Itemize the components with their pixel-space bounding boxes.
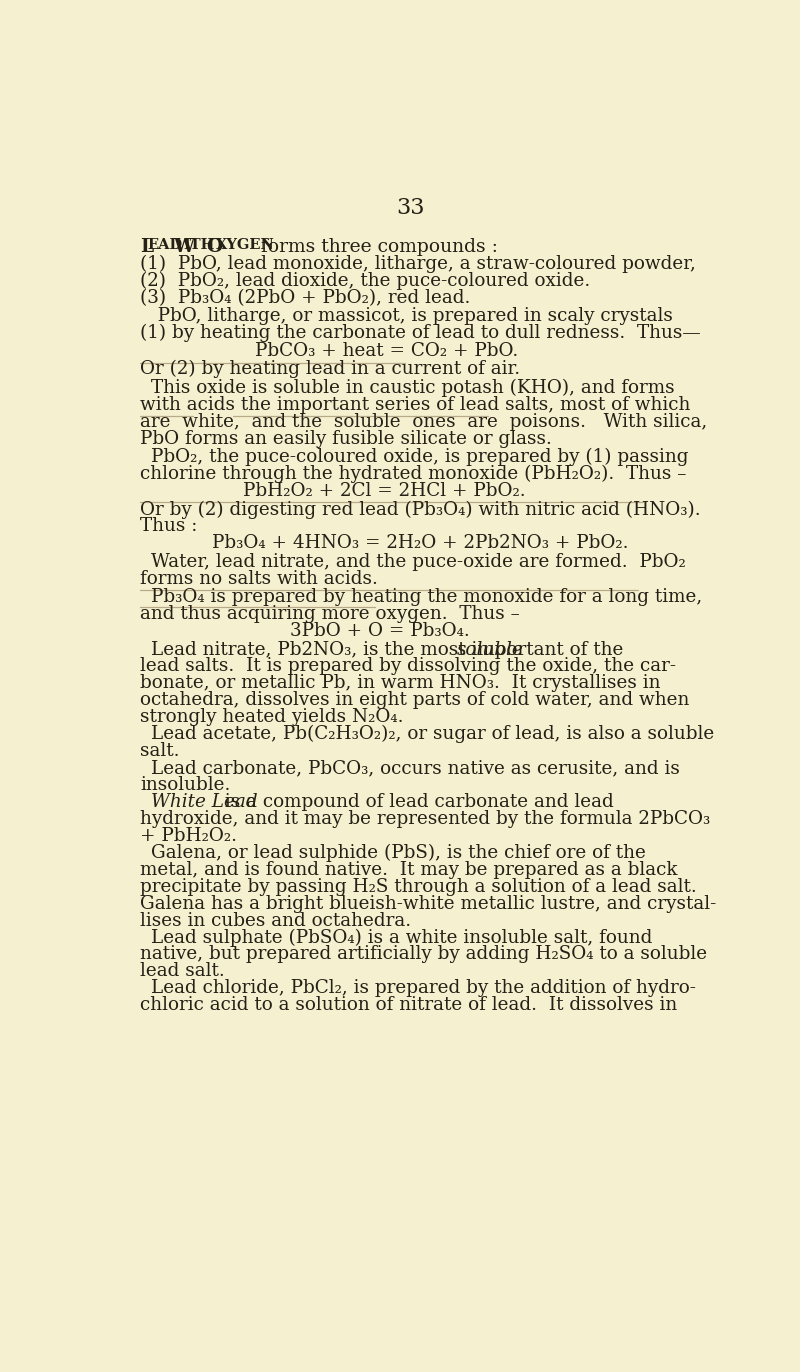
Text: precipitate by passing H₂S through a solution of a lead salt.: precipitate by passing H₂S through a sol… [140,878,697,896]
Text: EAD: EAD [147,237,182,252]
Text: This oxide is soluble in caustic potash (KHO), and forms: This oxide is soluble in caustic potash … [151,379,674,397]
Text: lead salts.  It is prepared by dissolving the oxide, the car-: lead salts. It is prepared by dissolving… [140,657,676,675]
Text: PbO forms an easily fusible silicate or glass.: PbO forms an easily fusible silicate or … [140,429,552,447]
Text: Lead acetate, Pb(C₂H₃O₂)₂, or sugar of lead, is also a soluble: Lead acetate, Pb(C₂H₃O₂)₂, or sugar of l… [151,726,714,744]
Text: chlorine through the hydrated monoxide (PbH₂O₂).  Thus –: chlorine through the hydrated monoxide (… [140,465,686,483]
Text: forms three compounds :: forms three compounds : [255,237,498,255]
Text: PbO, litharge, or massicot, is prepared in scaly crystals: PbO, litharge, or massicot, is prepared … [140,307,673,325]
Text: Or (2) by heating lead in a current of air.: Or (2) by heating lead in a current of a… [140,361,521,379]
Text: (2)  PbO₂, lead dioxide, the puce-coloured oxide.: (2) PbO₂, lead dioxide, the puce-coloure… [140,272,590,289]
Text: 3PbO + O = Pb₃O₄.: 3PbO + O = Pb₃O₄. [290,622,470,639]
Text: W: W [173,237,194,255]
Text: Thus :: Thus : [140,517,198,535]
Text: and thus acquiring more oxygen.  Thus –: and thus acquiring more oxygen. Thus – [140,605,520,623]
Text: Water, lead nitrate, and the puce-oxide are formed.  PbO₂: Water, lead nitrate, and the puce-oxide … [151,553,686,571]
Text: XYGEN: XYGEN [215,237,274,252]
Text: + PbH₂O₂.: + PbH₂O₂. [140,827,238,845]
Text: White Lead: White Lead [151,793,258,811]
Text: are  white,  and the  soluble  ones  are  poisons.   With silica,: are white, and the soluble ones are pois… [140,413,707,431]
Text: bonate, or metallic Pb, in warm HNO₃.  It crystallises in: bonate, or metallic Pb, in warm HNO₃. It… [140,675,661,693]
Text: Lead nitrate, Pb2NO₃, is the most important of the: Lead nitrate, Pb2NO₃, is the most import… [151,641,630,659]
Text: (1)  PbO, lead monoxide, litharge, a straw-coloured powder,: (1) PbO, lead monoxide, litharge, a stra… [140,255,696,273]
Text: forms no salts with acids.: forms no salts with acids. [140,569,378,587]
Text: strongly heated yields N₂O₄.: strongly heated yields N₂O₄. [140,708,404,726]
Text: chloric acid to a solution of nitrate of lead.  It dissolves in: chloric acid to a solution of nitrate of… [140,996,678,1014]
Text: L: L [140,237,154,255]
Text: lead salt.: lead salt. [140,962,225,981]
Text: ITH: ITH [183,237,214,252]
Text: Pb₃O₄ + 4HNO₃ = 2H₂O + 2Pb2NO₃ + PbO₂.: Pb₃O₄ + 4HNO₃ = 2H₂O + 2Pb2NO₃ + PbO₂. [212,534,629,553]
Text: Lead sulphate (PbSO₄) is a white insoluble salt, found: Lead sulphate (PbSO₄) is a white insolub… [151,929,653,947]
Text: Lead chloride, PbCl₂, is prepared by the addition of hydro-: Lead chloride, PbCl₂, is prepared by the… [151,980,696,997]
Text: Or by (2) digesting red lead (Pb₃O₄) with nitric acid (HNO₃).: Or by (2) digesting red lead (Pb₃O₄) wit… [140,501,701,519]
Text: octahedra, dissolves in eight parts of cold water, and when: octahedra, dissolves in eight parts of c… [140,691,690,709]
Text: soluble: soluble [458,641,524,659]
Text: Lead carbonate, PbCO₃, occurs native as cerusite, and is: Lead carbonate, PbCO₃, occurs native as … [151,759,680,777]
Text: O: O [206,237,222,255]
Text: lises in cubes and octahedra.: lises in cubes and octahedra. [140,911,411,930]
Text: with acids the important series of lead salts, most of which: with acids the important series of lead … [140,395,690,413]
Text: 33: 33 [396,198,424,220]
Text: (3)  Pb₃O₄ (2PbO + PbO₂), red lead.: (3) Pb₃O₄ (2PbO + PbO₂), red lead. [140,288,470,306]
Text: hydroxide, and it may be represented by the formula 2PbCO₃: hydroxide, and it may be represented by … [140,809,710,827]
Text: metal, and is found native.  It may be prepared as a black: metal, and is found native. It may be pr… [140,860,678,878]
Text: PbO₂, the puce-coloured oxide, is prepared by (1) passing: PbO₂, the puce-coloured oxide, is prepar… [151,449,689,466]
Text: Galena has a bright blueish-white metallic lustre, and crystal-: Galena has a bright blueish-white metall… [140,895,717,912]
Text: (1) by heating the carbonate of lead to dull redness.  Thus—: (1) by heating the carbonate of lead to … [140,324,701,342]
Text: salt.: salt. [140,742,180,760]
Text: is a compound of lead carbonate and lead: is a compound of lead carbonate and lead [219,793,614,811]
Text: PbCO₃ + heat = CO₂ + PbO.: PbCO₃ + heat = CO₂ + PbO. [255,342,518,359]
Text: Pb₃O₄ is prepared by heating the monoxide for a long time,: Pb₃O₄ is prepared by heating the monoxid… [151,589,702,606]
Text: Galena, or lead sulphide (PbS), is the chief ore of the: Galena, or lead sulphide (PbS), is the c… [151,844,646,862]
Text: native, but prepared artificially by adding H₂SO₄ to a soluble: native, but prepared artificially by add… [140,945,707,963]
Text: insoluble.: insoluble. [140,777,230,794]
Text: PbH₂O₂ + 2Cl = 2HCl + PbO₂.: PbH₂O₂ + 2Cl = 2HCl + PbO₂. [243,482,526,499]
